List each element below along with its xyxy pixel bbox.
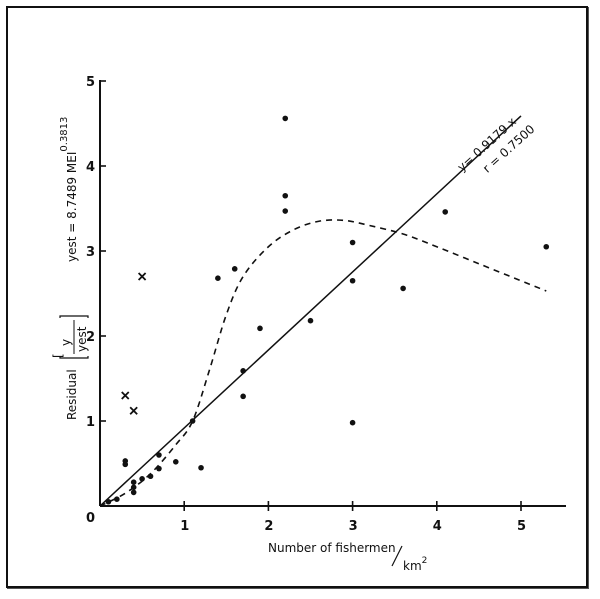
x-tick-label: 4 [433,519,442,534]
x-tick-label: 2 [264,519,273,534]
dot-marker [130,489,137,496]
dot-marker [172,459,179,465]
unit-slash [391,545,403,567]
y-tick-label: 2 [86,330,95,345]
dot-marker [282,115,289,122]
brackets [59,315,89,359]
cross-marker [121,391,130,400]
x-axis-title: Number of fishermen km2 [268,541,427,573]
dot-marker [130,479,137,486]
dot-marker [282,208,289,214]
y-axis-denominator: yest [75,326,89,352]
dot-marker [130,484,137,491]
dot-marker [240,368,246,374]
y-estimate-annotation: yest = 8.7489 MEI0.3813 [59,117,79,262]
y-axis-word: Residual [65,369,79,420]
dot-marker [400,285,406,292]
dot-marker [105,498,112,505]
dot-marker [147,473,154,480]
x-axis-unit: km2 [403,556,427,573]
cross-marker [137,272,147,281]
y-ticks: 1 2 3 4 5 [86,75,106,430]
dot-marker [198,464,204,471]
origin-label: 0 [86,511,95,526]
x-axis-label: Number of fishermen [268,541,396,555]
bracket-left: [ [51,353,65,358]
x-tick-label: 5 [517,519,526,534]
dot-marker [349,277,356,284]
dot-marker [139,476,145,482]
dot-marker [257,325,263,332]
dot-marker [349,419,356,426]
y-axis-title: Residual [ y yest [51,315,89,420]
dot-marker [231,266,238,272]
dot-marker [240,393,246,400]
dot-marker [307,317,314,324]
x-tick-label: 1 [180,519,189,534]
y-tick-label: 4 [86,160,95,175]
dot-marker [156,452,162,458]
dot-marker [215,275,221,282]
y-estimate-formula: yest = 8.7489 MEI0.3813 [59,117,79,262]
dot-marker [282,192,289,199]
dot-marker [122,461,129,468]
x-tick-label: 3 [349,519,358,534]
axes [99,80,566,507]
dashed-fit-curve [99,219,547,507]
dot-marker [442,209,449,215]
y-axis-numerator: y [59,339,73,346]
dot-marker [156,465,162,472]
y-tick-label: 5 [86,75,95,90]
regression-annotation: y= 0.9179 x r = 0.7500 [455,114,538,175]
x-ticks: 1 2 3 4 5 [180,501,526,534]
y-tick-label: 3 [86,245,95,260]
data-points [105,115,550,505]
dot-marker [189,418,196,424]
y-tick-label: 1 [86,415,95,430]
dot-marker [543,243,550,250]
regression-line [99,115,522,507]
dot-marker [349,239,356,246]
figure-frame [6,6,588,588]
cross-marker [129,406,138,415]
dot-marker [114,496,120,503]
